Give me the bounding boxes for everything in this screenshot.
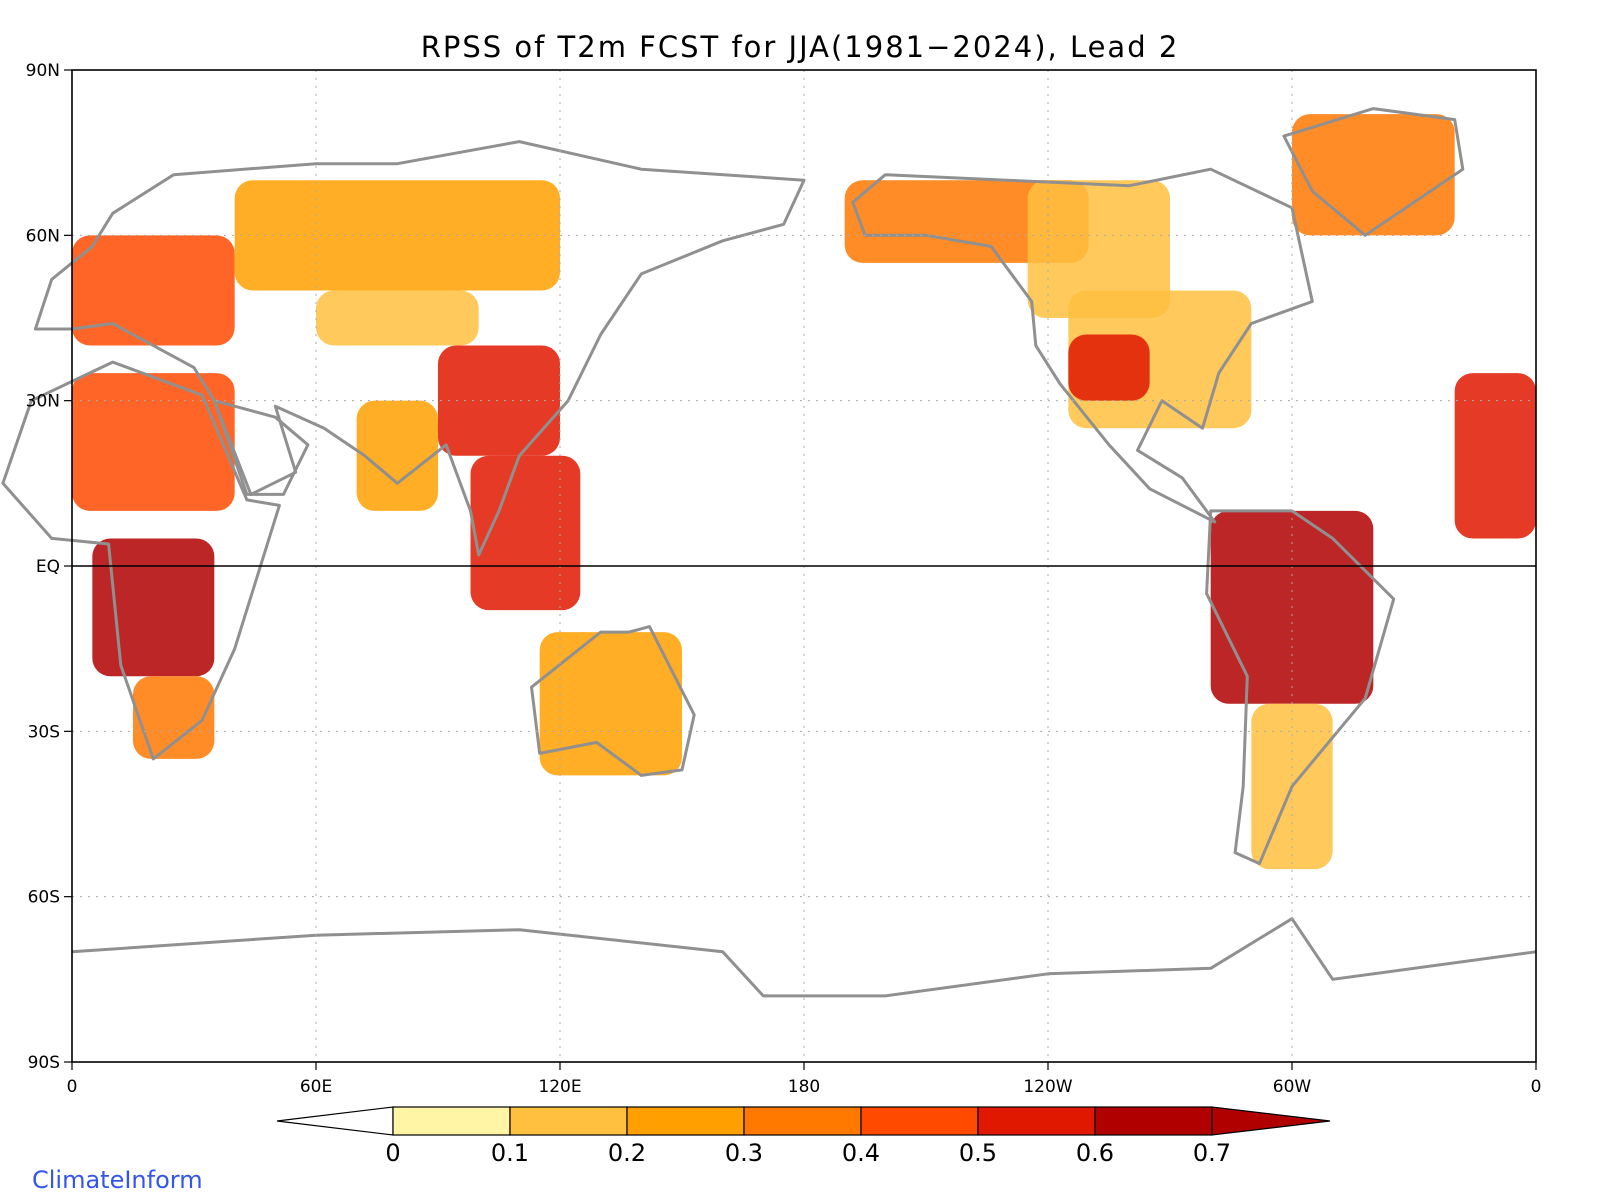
africa-outline <box>1 360 281 761</box>
colorbar-over-arrow <box>1211 1106 1331 1136</box>
x-tick-label: 180 <box>788 1077 820 1097</box>
colorbar-label: 0.1 <box>491 1139 529 1167</box>
y-tick-label: 30S <box>28 722 60 742</box>
colorbar-label: 0.2 <box>608 1139 646 1167</box>
y-tick-label: 60S <box>28 888 60 908</box>
colorbar-label: 0 <box>385 1139 400 1167</box>
rpss-region-15 <box>1292 114 1455 236</box>
south-america-outline <box>1205 509 1396 866</box>
colorbar-segment <box>509 1106 628 1136</box>
colorbar-label: 0.6 <box>1076 1139 1114 1167</box>
colorbar-segment <box>977 1106 1096 1136</box>
colorbar-under-arrow <box>276 1106 394 1136</box>
x-tick-label: 0 <box>67 1077 78 1097</box>
rpss-region-7 <box>438 345 560 456</box>
rpss-region-10 <box>539 632 682 776</box>
rpss-region-4 <box>72 235 235 346</box>
rpss-region-5 <box>234 180 560 291</box>
credit-label: ClimateInform <box>32 1166 203 1194</box>
antarctica-outline <box>71 917 1537 998</box>
y-tick-label: EQ <box>36 557 60 577</box>
rpss-region-6 <box>316 290 479 346</box>
axis-ticks: 0 60E 120E 180 120W 60W 0 90N 60N 30N EQ 30S 60S 90S <box>26 61 1542 1097</box>
map-plot-area: 0 60E 120E 180 120W 60W 0 90N 60N 30N EQ 30S 60S 90S <box>1 61 1542 1097</box>
colorbar-segment <box>626 1106 745 1136</box>
x-tick-label: 60E <box>300 1077 332 1097</box>
rpss-region-9 <box>470 455 581 611</box>
colorbar-segment <box>743 1106 862 1136</box>
rpss-region-2 <box>72 373 235 511</box>
x-tick-label: 0 <box>1531 1077 1542 1097</box>
rpss-region-18 <box>1454 373 1536 539</box>
rpss-region-3 <box>133 676 215 759</box>
y-tick-label: 90N <box>26 61 60 81</box>
rpss-region-8 <box>356 400 438 511</box>
colorbar-label: 0.7 <box>1193 1139 1231 1167</box>
colorbar-segment <box>392 1106 511 1136</box>
eurasia-outline <box>33 140 806 557</box>
north-america-outline <box>851 167 1314 524</box>
arabia-outline <box>212 399 310 496</box>
rpss-region-1 <box>92 538 215 677</box>
land-outlines <box>1 107 1537 998</box>
colorbar-label: 0.5 <box>959 1139 997 1167</box>
colorbar-label: 0.3 <box>725 1139 763 1167</box>
australia-outline <box>530 625 696 777</box>
x-tick-label: 120E <box>538 1077 581 1097</box>
x-tick-label: 60W <box>1273 1077 1312 1097</box>
rpss-region-14 <box>1068 334 1150 401</box>
rpss-region-12 <box>1027 180 1170 318</box>
map-title: RPSS of T2m FCST for JJA(1981−2024), Lea… <box>421 30 1180 64</box>
colorbar: 0 0.1 0.2 0.3 0.4 0.5 0.6 0.7 <box>276 1106 1331 1167</box>
greenland-outline <box>1282 107 1465 237</box>
colorbar-label: 0.4 <box>842 1139 880 1167</box>
colorbar-segment <box>1094 1106 1213 1136</box>
y-tick-label: 90S <box>28 1053 60 1073</box>
colorbar-segment <box>860 1106 979 1136</box>
y-tick-label: 30N <box>26 392 60 412</box>
x-tick-label: 120W <box>1023 1077 1072 1097</box>
y-tick-label: 60N <box>26 226 60 246</box>
